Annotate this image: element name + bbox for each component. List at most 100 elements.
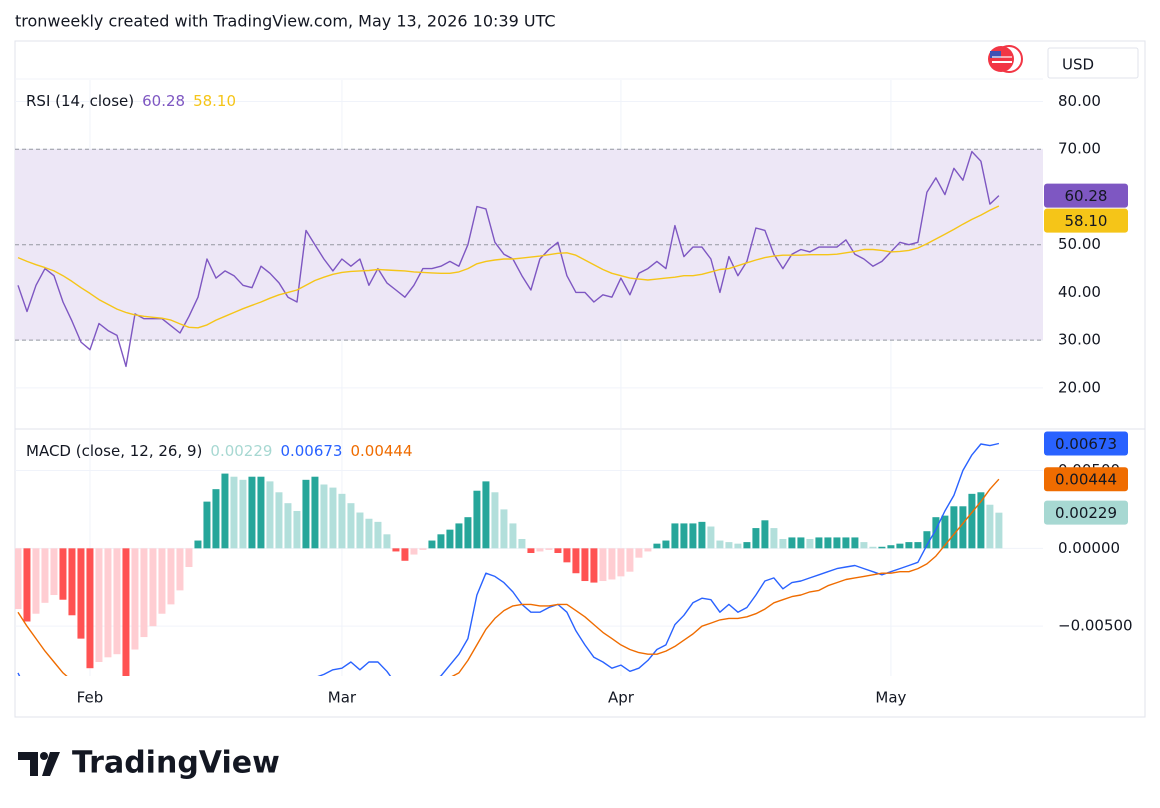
histogram-bar (590, 548, 598, 583)
legend-title: RSI (14, close) (26, 92, 134, 110)
histogram-bar (59, 548, 67, 600)
x-tick-label: Apr (608, 689, 635, 707)
histogram-bar (743, 542, 751, 549)
histogram-bar (464, 517, 472, 549)
histogram-bar (347, 503, 355, 549)
histogram-bar (932, 517, 940, 549)
histogram-bar (437, 534, 445, 549)
price-badge (1044, 183, 1128, 208)
histogram-bar (806, 538, 814, 549)
price-badge-label: 0.00229 (1055, 504, 1117, 522)
legend-title: MACD (close, 12, 26, 9) (26, 442, 202, 460)
histogram-bar (113, 548, 121, 655)
histogram-bar (959, 506, 967, 549)
histogram-bar (500, 509, 508, 549)
histogram-bar (608, 548, 616, 580)
histogram-bar (977, 492, 985, 549)
price-badge-label: 0.00444 (1055, 471, 1117, 489)
histogram-bar (140, 548, 148, 638)
price-badge (1044, 431, 1128, 456)
y-tick-label: 50.00 (1058, 235, 1101, 253)
histogram-bar (356, 512, 364, 549)
histogram-bar (266, 481, 274, 549)
histogram-bar (707, 526, 715, 549)
histogram-bar (509, 523, 517, 549)
histogram-bar (626, 548, 634, 572)
histogram-bar (275, 492, 283, 549)
histogram-bar (374, 521, 382, 549)
histogram-bar (23, 548, 31, 622)
series-line (17, 442, 1000, 676)
histogram-bar (68, 548, 76, 616)
histogram-bar (653, 543, 661, 549)
currency-label[interactable]: USD (1062, 56, 1094, 74)
histogram-bar (635, 548, 643, 558)
histogram-bar (824, 537, 832, 549)
histogram-bar (581, 548, 589, 582)
histogram-bar (905, 542, 913, 549)
histogram-bar (761, 520, 769, 549)
legend: MACD (close, 12, 26, 9) 0.00229 0.00673 0.0… (26, 442, 413, 460)
histogram-bar (293, 510, 301, 549)
histogram-bar (734, 543, 742, 549)
histogram-bar (797, 537, 805, 549)
histogram-bar (770, 528, 778, 549)
histogram-bar (392, 548, 400, 552)
x-tick-label: Feb (77, 689, 104, 707)
histogram-bar (941, 515, 949, 549)
histogram-bar (95, 548, 103, 662)
price-badge (1044, 208, 1128, 233)
histogram-bar (545, 548, 553, 550)
histogram-bar (329, 487, 337, 549)
histogram-bar (563, 548, 571, 563)
histogram-bar (212, 489, 220, 549)
legend: RSI (14, close) 60.28 58.10 (26, 92, 236, 110)
plot-area (15, 442, 1003, 676)
histogram-bar (230, 476, 238, 549)
histogram-bar (167, 548, 175, 605)
histogram-bar (536, 548, 544, 552)
histogram-bar (248, 476, 256, 549)
histogram-bar (131, 548, 139, 650)
histogram-bar (428, 540, 436, 549)
histogram-bar (446, 529, 454, 549)
histogram-bar (842, 537, 850, 549)
header-text: tronweekly created with TradingView.com,… (15, 12, 556, 31)
histogram-bar (158, 548, 166, 614)
histogram-bar (896, 543, 904, 549)
histogram-bar (815, 537, 823, 549)
histogram-bar (671, 523, 679, 549)
histogram-bar (851, 537, 859, 549)
histogram-bar (617, 548, 625, 577)
histogram-bar (410, 548, 418, 555)
frame (14, 40, 1146, 718)
histogram-bar (50, 548, 58, 596)
price-badge-label: 58.10 (1065, 212, 1108, 230)
x-tick-label: Mar (328, 689, 357, 707)
histogram-bar (527, 548, 535, 553)
series-line (17, 150, 1000, 368)
histogram-bar (365, 518, 373, 549)
legend-value: 0.00444 (350, 442, 412, 460)
histogram-bar (725, 542, 733, 549)
currency-box[interactable] (1047, 47, 1139, 79)
legend-value: 0.00229 (210, 442, 272, 460)
histogram-bar (284, 503, 292, 549)
histogram-bar (257, 476, 265, 549)
price-badge (1044, 467, 1128, 492)
branding: TradingView (72, 746, 280, 781)
histogram-bar (698, 521, 706, 549)
histogram-bar (995, 512, 1003, 549)
histogram-bar (221, 473, 229, 549)
y-tick-label: 80.00 (1058, 92, 1101, 110)
y-tick-label: 30.00 (1058, 331, 1101, 349)
flag-icon (988, 45, 1023, 73)
histogram-bar (662, 540, 670, 549)
histogram-bar (401, 548, 409, 561)
series-line (17, 205, 1000, 329)
histogram-bar (41, 548, 49, 603)
